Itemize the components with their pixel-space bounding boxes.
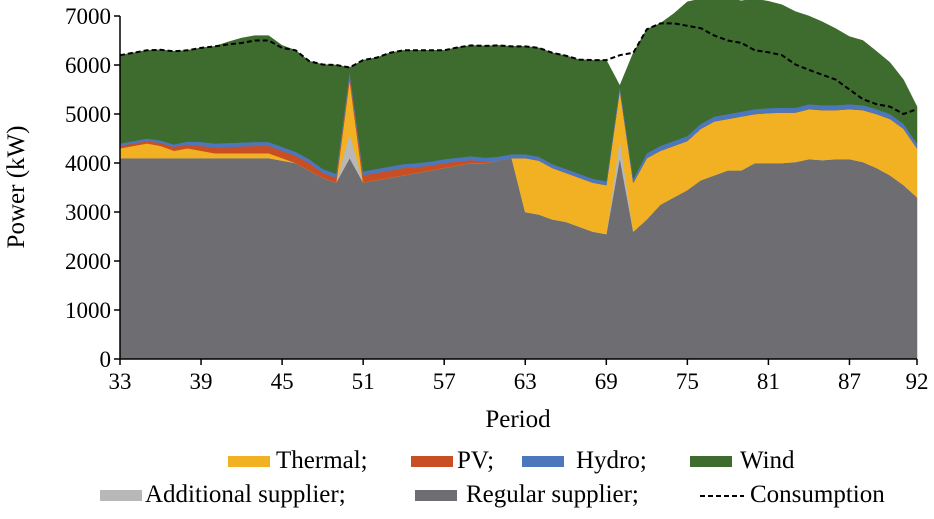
y-axis-title: Power (kW)	[3, 126, 30, 249]
y-tick-label: 2000	[65, 249, 111, 274]
x-tick-label: 33	[109, 369, 132, 394]
legend-label-regular-supplier: Regular supplier;	[466, 481, 639, 508]
x-tick-label: 87	[838, 369, 861, 394]
legend-swatch-hydro	[522, 456, 564, 467]
x-tick-label: 57	[433, 369, 456, 394]
x-tick-label: 45	[271, 369, 294, 394]
legend: Thermal; PV; Hydro; Wind Additional supp…	[100, 447, 885, 508]
x-axis-title: Period	[485, 406, 551, 433]
legend-swatch-regular-supplier	[415, 490, 457, 501]
y-tick-label: 3000	[65, 200, 111, 225]
legend-swatch-additional-supplier	[100, 490, 142, 501]
y-tick-label: 4000	[65, 151, 111, 176]
y-tick-label: 0	[100, 347, 112, 372]
legend-label-consumption: Consumption	[750, 481, 885, 508]
x-tick-label: 75	[676, 369, 699, 394]
chart-axes	[119, 16, 917, 360]
y-tick-label: 7000	[65, 4, 111, 29]
y-tick-label: 1000	[65, 298, 111, 323]
legend-swatch-pv	[411, 456, 453, 467]
x-tick-labels: 33 39 45 51 57 63 69 75 81 87 92	[109, 359, 929, 394]
y-tick-labels: 0 1000 2000 3000 4000 5000 6000 7000	[65, 4, 120, 372]
legend-swatch-wind	[690, 456, 732, 467]
legend-label-pv: PV;	[457, 447, 494, 474]
consumption-line	[119, 22, 918, 116]
y-tick-label: 6000	[65, 53, 111, 78]
legend-label-wind: Wind	[740, 447, 795, 474]
legend-swatch-thermal	[228, 456, 270, 467]
x-tick-label: 92	[906, 369, 929, 394]
legend-label-additional-supplier: Additional supplier;	[145, 481, 346, 508]
x-tick-label: 63	[514, 369, 537, 394]
x-tick-label: 69	[595, 369, 618, 394]
area-regular-supplier	[119, 157, 918, 360]
x-tick-label: 51	[352, 369, 375, 394]
chart-areas	[119, 0, 918, 360]
x-tick-label: 81	[757, 369, 780, 394]
legend-label-thermal: Thermal;	[276, 447, 368, 474]
y-tick-label: 5000	[65, 102, 111, 127]
x-tick-label: 39	[190, 369, 213, 394]
legend-label-hydro: Hydro;	[576, 447, 647, 474]
